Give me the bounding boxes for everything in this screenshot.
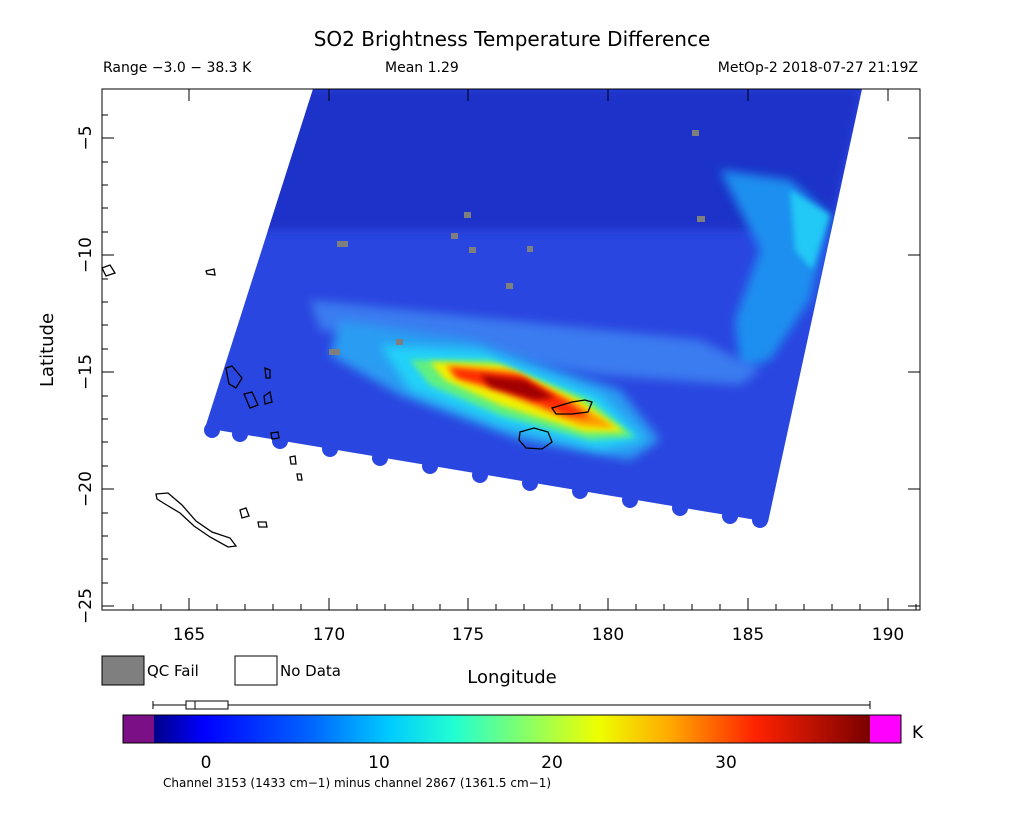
y-tick-label: −25 — [76, 588, 96, 624]
colorbar-caption: Channel 3153 (1433 cm−1) minus channel 2… — [163, 776, 551, 790]
coastlines — [101, 264, 593, 548]
range-label: Range −3.0 − 38.3 K — [103, 60, 252, 76]
qc-fail-pixels — [329, 130, 705, 355]
colorbar-over — [870, 715, 901, 743]
x-tick-label: 185 — [732, 625, 764, 645]
qc-fail-pixel — [396, 339, 403, 345]
mean-label: Mean 1.29 — [385, 60, 459, 76]
y-tick-label: −10 — [76, 237, 96, 273]
colorbar-tick-label: 0 — [201, 753, 212, 773]
legend-no-data: No Data — [234, 655, 341, 686]
x-tick-label: 180 — [592, 625, 624, 645]
qc-fail-pixel — [527, 246, 533, 252]
colorbar-under — [123, 715, 154, 743]
y-axis-ticks — [102, 137, 920, 607]
map-title: SO2 Brightness Temperature Difference — [314, 27, 711, 51]
qc-fail-pixel — [506, 283, 513, 289]
satellite-time-label: MetOp-2 2018-07-27 21:19Z — [718, 60, 918, 76]
colorbar-tick-label: 20 — [541, 753, 563, 773]
colorbar-gradient — [154, 715, 870, 743]
x-axis-minor-ticks — [132, 604, 917, 610]
x-tick-label: 175 — [452, 625, 484, 645]
no-data-label: No Data — [280, 662, 341, 680]
colorbar-unit: K — [912, 723, 924, 743]
colorbar: K 0 10 20 30 Channel 3153 (1433 cm−1) mi… — [122, 714, 924, 790]
qc-fail-pixel — [337, 241, 348, 247]
colorbar-tick-label: 30 — [715, 753, 737, 773]
y-axis-minor-ticks — [102, 114, 108, 584]
y-tick-label: −15 — [76, 354, 96, 390]
x-tick-label: 190 — [872, 625, 904, 645]
qc-fail-label: QC Fail — [147, 662, 199, 680]
satellite-swath — [204, 89, 862, 528]
x-axis-title: Longitude — [467, 667, 557, 688]
qc-fail-pixel — [697, 216, 705, 222]
range-indicator — [152, 700, 871, 710]
qc-fail-pixel — [329, 349, 340, 355]
y-axis-title: Latitude — [37, 313, 58, 387]
legend-qc-fail: QC Fail — [101, 655, 199, 686]
x-tick-label: 170 — [313, 625, 345, 645]
y-tick-label: −5 — [76, 125, 96, 150]
y-tick-label: −20 — [76, 471, 96, 507]
no-data-swatch — [234, 655, 278, 686]
qc-fail-pixel — [692, 130, 699, 136]
x-tick-label: 165 — [173, 625, 205, 645]
qc-fail-swatch — [101, 655, 145, 686]
qc-fail-pixel — [469, 247, 476, 253]
qc-fail-pixel — [451, 233, 458, 239]
qc-fail-pixel — [464, 212, 471, 218]
x-axis-ticks — [188, 89, 889, 610]
colorbar-tick-label: 10 — [368, 753, 390, 773]
